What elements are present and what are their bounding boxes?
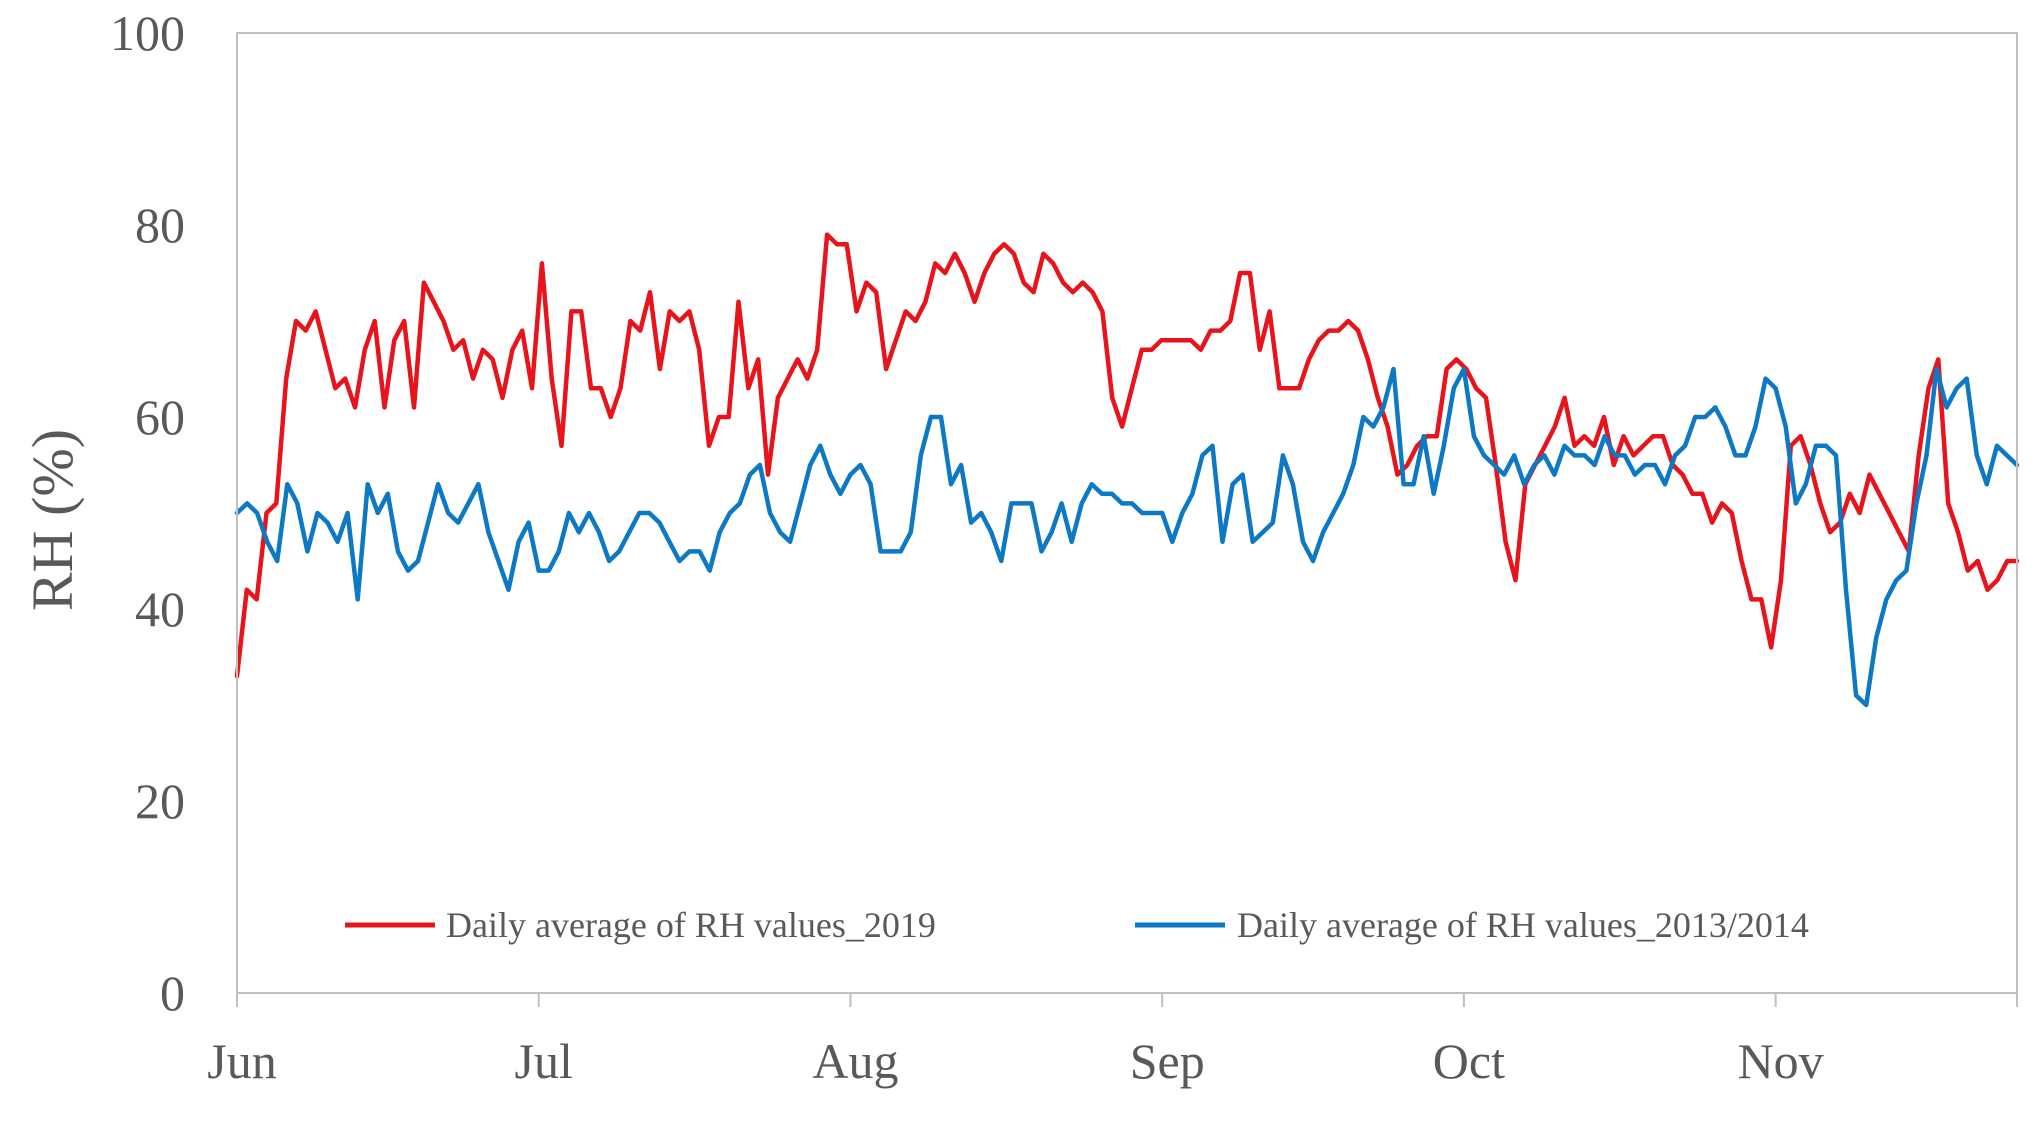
x-tick-label: Oct bbox=[1433, 1033, 1505, 1089]
legend-label-2019: Daily average of RH values_2019 bbox=[446, 905, 936, 945]
plot-area-frame bbox=[236, 32, 2018, 994]
y-tick-label: 60 bbox=[135, 389, 185, 445]
x-tick-label: Sep bbox=[1130, 1033, 1205, 1089]
series-line-2019 bbox=[234, 232, 2020, 679]
y-tick-label: 0 bbox=[160, 965, 185, 1021]
legend: Daily average of RH values_2019 Daily av… bbox=[345, 905, 1809, 945]
series-layer bbox=[234, 232, 2020, 708]
x-axis-ticks: Jun Jul Aug Sep Oct Nov bbox=[207, 993, 2018, 1089]
series-line-2013-2014 bbox=[234, 366, 2020, 708]
legend-label-2013-2014: Daily average of RH values_2013/2014 bbox=[1237, 905, 1809, 945]
y-tick-label: 80 bbox=[135, 197, 185, 253]
x-tick-label: Nov bbox=[1738, 1033, 1824, 1089]
y-axis-ticks: 0 20 40 60 80 100 bbox=[110, 5, 185, 1021]
y-axis-title: RH (%) bbox=[20, 429, 85, 611]
y-tick-label: 100 bbox=[110, 5, 185, 61]
y-tick-label: 20 bbox=[135, 773, 185, 829]
x-tick-label: Jul bbox=[515, 1033, 573, 1089]
y-tick-label: 40 bbox=[135, 581, 185, 637]
x-tick-label: Jun bbox=[207, 1033, 276, 1089]
x-tick-label: Aug bbox=[812, 1033, 898, 1089]
